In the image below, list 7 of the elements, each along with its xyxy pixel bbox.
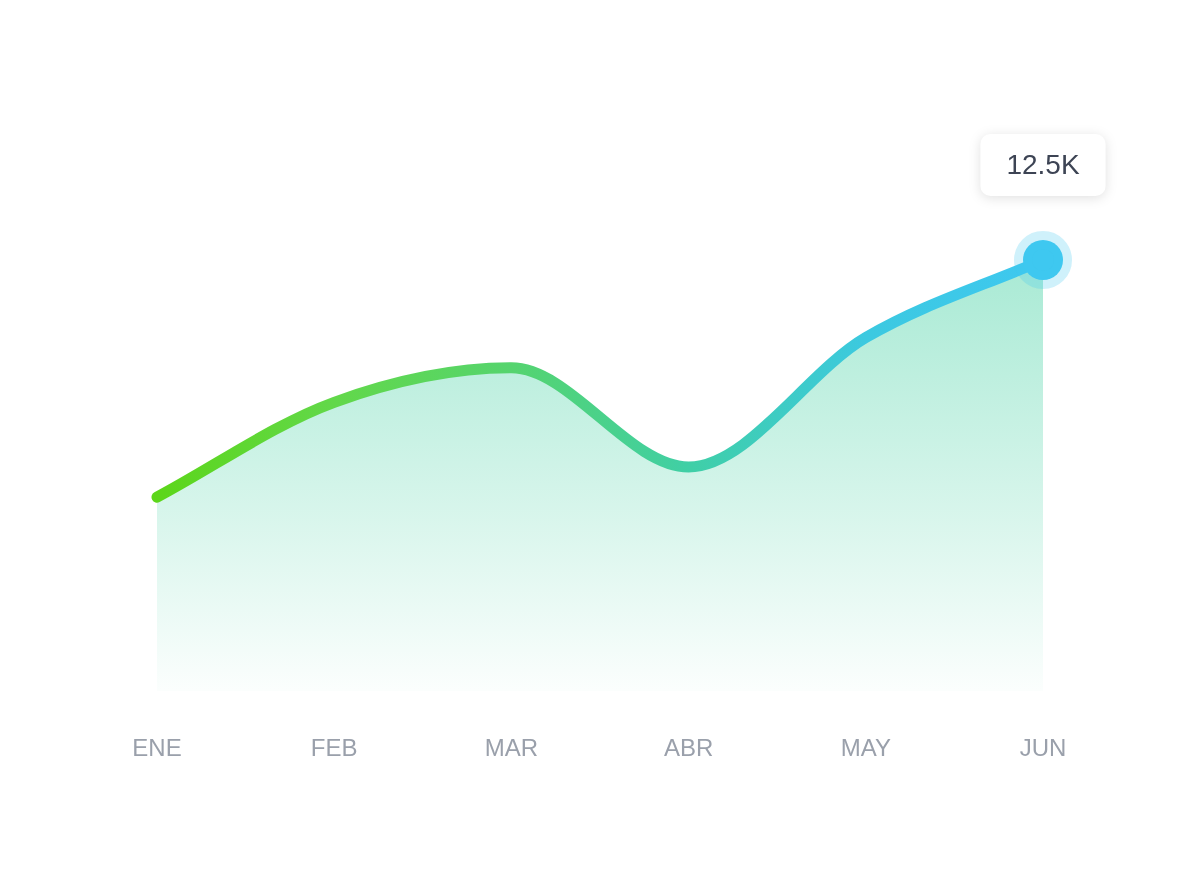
x-tick-label: MAR xyxy=(484,734,539,762)
text: 12.5K xyxy=(1006,148,1080,180)
x-tick-label: FEB xyxy=(310,734,358,762)
x-tick-label: ABR xyxy=(663,734,714,762)
x-tick-label: JUN xyxy=(1019,734,1067,762)
x-tick-label: MAY xyxy=(840,734,891,762)
x-tick-label: ENE xyxy=(132,734,182,762)
